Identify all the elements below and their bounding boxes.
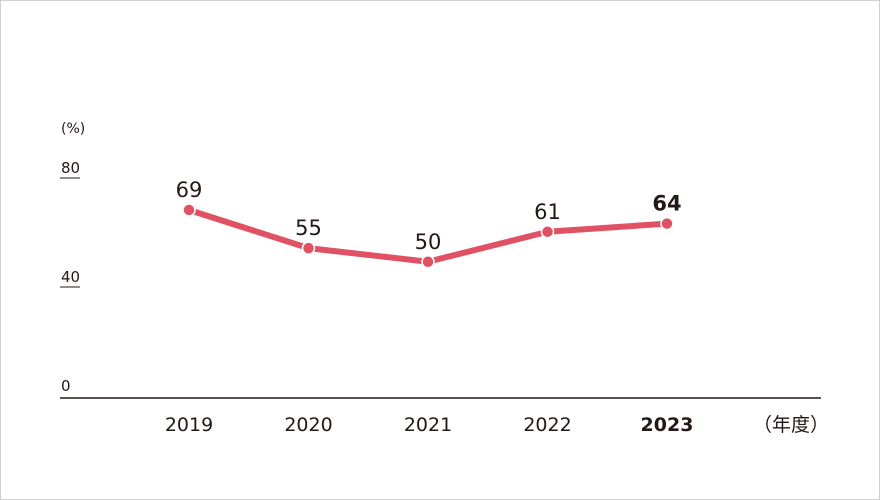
x-axis-unit-label: （年度） <box>753 414 829 436</box>
data-label: 55 <box>295 216 322 240</box>
data-point <box>182 203 196 217</box>
data-label: 50 <box>415 230 442 254</box>
data-label: 69 <box>176 178 203 202</box>
y-tick-underline-group <box>60 177 80 288</box>
data-point <box>660 216 674 231</box>
x-category-label: 2022 <box>523 414 571 436</box>
y-tick-label: 0 <box>61 377 71 395</box>
data-point-group <box>182 203 674 269</box>
data-label: 64 <box>652 192 681 216</box>
x-category-label: 2020 <box>284 414 332 436</box>
data-label: 61 <box>534 200 561 224</box>
y-tick-label: 40 <box>61 268 80 286</box>
y-axis-unit-label: (%) <box>61 121 85 137</box>
data-point <box>301 241 316 255</box>
x-category-label: 2019 <box>165 414 213 436</box>
x-category-group: 2019 2020 2021 2022 2023 <box>165 414 694 436</box>
x-category-label: 2021 <box>404 414 452 436</box>
x-category-label: 2023 <box>641 414 694 436</box>
data-label-group: 69 55 50 61 64 <box>176 178 682 254</box>
y-tick-label: 80 <box>61 159 80 177</box>
data-point <box>421 255 435 269</box>
data-point <box>540 225 555 239</box>
y-tick-group: 0 40 80 <box>61 159 80 395</box>
